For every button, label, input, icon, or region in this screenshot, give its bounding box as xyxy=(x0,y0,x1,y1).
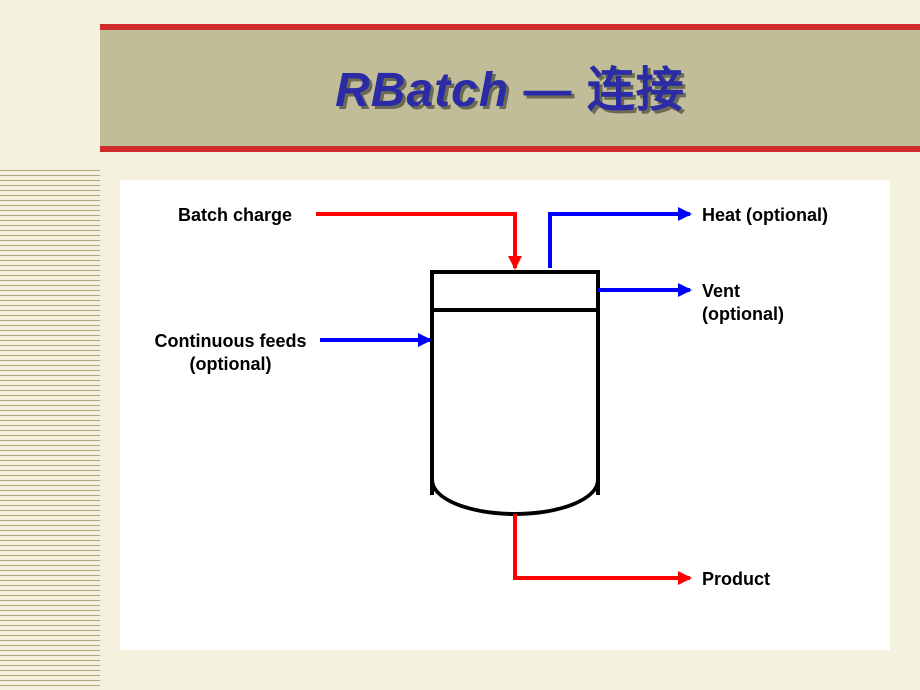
arrow-heat xyxy=(550,214,690,268)
title-rule-bottom xyxy=(100,146,920,152)
title-part2: 连接 xyxy=(587,64,685,117)
title-dash: — xyxy=(524,64,573,117)
diagram-panel: Batch charge Heat (optional) Vent (optio… xyxy=(120,180,890,650)
label-vent: Vent (optional) xyxy=(702,280,784,327)
label-cf-line1: Continuous feeds xyxy=(155,331,307,351)
label-cf-line2: (optional) xyxy=(190,354,272,374)
reactor-vessel-body xyxy=(430,270,600,495)
label-heat: Heat (optional) xyxy=(702,204,828,227)
label-batch-charge: Batch charge xyxy=(178,204,292,227)
reactor-vessel-level-line xyxy=(430,308,600,312)
title-band: RBatch — 连接 xyxy=(100,24,920,152)
label-product: Product xyxy=(702,568,770,591)
title-rule-top xyxy=(100,24,920,30)
page-title: RBatch — 连接 xyxy=(100,24,920,120)
label-continuous-feeds: Continuous feeds (optional) xyxy=(138,330,323,377)
arrow-batch-charge xyxy=(316,214,515,268)
label-vent-line1: Vent xyxy=(702,281,740,301)
ruled-margin xyxy=(0,170,100,690)
title-part1: RBatch xyxy=(335,64,509,117)
reactor-vessel-top-edge xyxy=(430,270,600,274)
label-vent-line2: (optional) xyxy=(702,304,784,324)
reactor-vessel-bottom xyxy=(430,480,600,516)
arrow-product xyxy=(515,514,690,578)
